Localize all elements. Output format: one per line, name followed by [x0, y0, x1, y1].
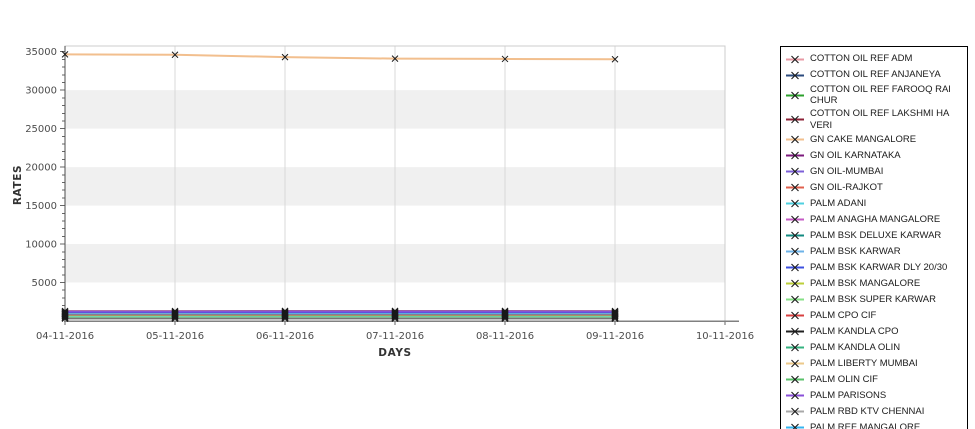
legend-label: PALM ADANI: [810, 198, 867, 210]
legend-item: PALM BSK SUPER KARWAR: [785, 292, 963, 308]
legend-item: PALM BSK KARWAR DLY 20/30: [785, 260, 963, 276]
legend-label: PALM REF MANGALORE: [810, 422, 921, 429]
legend-item: PALM REF MANGALORE: [785, 420, 963, 429]
series-marker-icon: [786, 263, 804, 272]
legend-label: PALM CPO CIF: [810, 310, 877, 322]
legend-label: PALM BSK DELUXE KARWAR: [810, 230, 942, 242]
y-tick-label: 15000: [25, 201, 57, 212]
y-tick-label: 5000: [32, 278, 57, 289]
legend-item: COTTON OIL REF ANJANEYA: [785, 67, 963, 83]
x-axis-title: DAYS: [378, 347, 412, 359]
legend-item: PALM BSK DELUXE KARWAR: [785, 228, 963, 244]
legend-label: PALM BSK KARWAR DLY 20/30: [810, 262, 948, 274]
series-marker-icon: [786, 215, 804, 224]
legend-item: PALM LIBERTY MUMBAI: [785, 356, 963, 372]
legend-item: COTTON OIL REF ADM: [785, 51, 963, 67]
legend-item: PALM KANDLA OLIN: [785, 340, 963, 356]
legend-item: GN OIL-RAJKOT: [785, 180, 963, 196]
series-marker-icon: [786, 115, 804, 124]
series-marker-icon: [786, 295, 804, 304]
legend-label: PALM PARISONS: [810, 390, 887, 402]
x-tick-label: 06-11-2016: [256, 331, 314, 342]
legend-item: PALM PARISONS: [785, 388, 963, 404]
y-axis-title: RATES: [12, 164, 24, 206]
legend-item: PALM BSK KARWAR: [785, 244, 963, 260]
series-marker-icon: [786, 183, 804, 192]
series-marker-icon: [786, 423, 804, 429]
x-tick-label: 05-11-2016: [146, 331, 204, 342]
legend-label: COTTON OIL REF ANJANEYA: [810, 69, 941, 81]
y-tick-label: 10000: [25, 240, 57, 251]
legend-item: GN CAKE MANGALORE: [785, 132, 963, 148]
series-marker-icon: [786, 231, 804, 240]
legend-label: PALM LIBERTY MUMBAI: [810, 358, 918, 370]
legend-item: PALM ANAGHA MANGALORE: [785, 212, 963, 228]
series-marker-icon: [786, 375, 804, 384]
legend-item: PALM BSK MANGALORE: [785, 276, 963, 292]
y-tick-label: 25000: [25, 124, 57, 135]
legend-item: GN OIL KARNATAKA: [785, 148, 963, 164]
legend-label: PALM KANDLA OLIN: [810, 342, 901, 354]
legend-label: GN OIL-RAJKOT: [810, 182, 883, 194]
series-marker-icon: [786, 279, 804, 288]
x-tick-label: 08-11-2016: [476, 331, 534, 342]
legend-item: PALM RBD KTV CHENNAI: [785, 404, 963, 420]
series-marker-icon: [786, 391, 804, 400]
legend-label: COTTON OIL REF FAROOQ RAI CHUR: [810, 84, 951, 107]
series-marker-icon: [786, 135, 804, 144]
legend-label: PALM OLIN CIF: [810, 374, 878, 386]
series-marker-icon: [786, 71, 804, 79]
series-marker-icon: [786, 151, 804, 160]
legend-label: COTTON OIL REF ADM: [810, 53, 913, 65]
series-marker-icon: [786, 199, 804, 208]
legend-label: PALM RBD KTV CHENNAI: [810, 406, 925, 418]
legend-item: PALM ADANI: [785, 196, 963, 212]
legend-item: COTTON OIL REF LAKSHMI HA VERI: [785, 107, 963, 131]
series-marker-icon: [786, 327, 804, 336]
y-tick-label: 35000: [25, 47, 57, 58]
legend-label: COTTON OIL REF LAKSHMI HA VERI: [810, 108, 949, 131]
legend-label: GN CAKE MANGALORE: [810, 134, 917, 146]
series-marker-icon: [786, 407, 804, 416]
legend-label: GN OIL-MUMBAI: [810, 166, 884, 178]
series-marker-icon: [786, 55, 804, 63]
legend-label: GN OIL KARNATAKA: [810, 150, 901, 162]
y-tick-label: 20000: [25, 163, 57, 174]
series-marker-icon: [786, 359, 804, 368]
legend-item: PALM CPO CIF: [785, 308, 963, 324]
legend-label: PALM BSK MANGALORE: [810, 278, 921, 290]
legend-label: PALM BSK KARWAR: [810, 246, 901, 258]
legend: COTTON OIL REF ADM COTTON OIL REF ANJANEY…: [780, 46, 968, 429]
legend-item: PALM KANDLA CPO: [785, 324, 963, 340]
legend-label: PALM ANAGHA MANGALORE: [810, 214, 941, 226]
series-marker-icon: [786, 343, 804, 352]
x-tick-label: 04-11-2016: [36, 331, 94, 342]
legend-label: PALM KANDLA CPO: [810, 326, 899, 338]
series-line-4: [64, 53, 616, 61]
legend-item: COTTON OIL REF FAROOQ RAI CHUR: [785, 83, 963, 107]
y-tick-label: 30000: [25, 86, 57, 97]
series-markers: [61, 51, 619, 323]
x-tick-label: 07-11-2016: [366, 331, 424, 342]
rates-chart-plot: 5000 10000 15000 20000 25000 30000 35000 04-11-…: [25, 45, 754, 342]
series-marker-icon: [786, 167, 804, 176]
legend-item: PALM OLIN CIF: [785, 372, 963, 388]
series-marker-icon: [786, 311, 804, 320]
series-marker-icon: [786, 247, 804, 256]
x-tick-label: 09-11-2016: [586, 331, 644, 342]
series-marker-icon: [786, 91, 804, 100]
legend-item: GN OIL-MUMBAI: [785, 164, 963, 180]
legend-label: PALM BSK SUPER KARWAR: [810, 294, 936, 306]
x-tick-label: 10-11-2016: [696, 331, 754, 342]
